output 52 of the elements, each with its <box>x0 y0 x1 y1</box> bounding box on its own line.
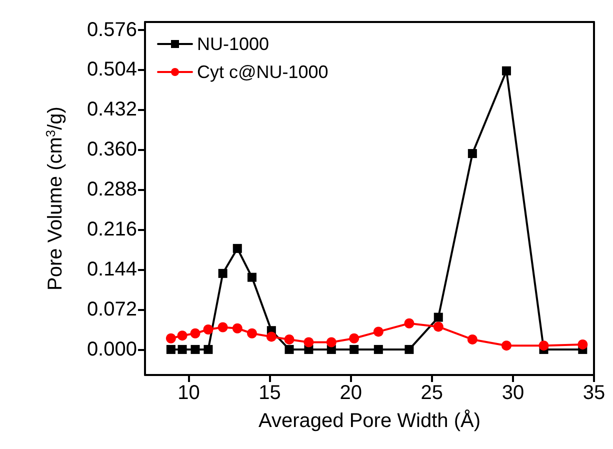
point <box>246 328 257 338</box>
x-tick-label: 10 <box>178 382 200 404</box>
point <box>190 328 200 338</box>
legend-label: NU-1000 <box>197 34 270 54</box>
y-tick-label: 0.000 <box>86 338 137 360</box>
point <box>166 344 176 354</box>
point <box>467 334 478 344</box>
y-tick-label: 0.216 <box>86 218 137 241</box>
legend-label: Cyt c@NU-1000 <box>197 62 328 82</box>
point <box>373 326 384 337</box>
y-tick-label: 0.288 <box>86 178 137 201</box>
point <box>374 344 383 354</box>
x-tick-label: 20 <box>340 382 362 404</box>
point <box>434 312 443 322</box>
point <box>166 333 176 344</box>
point <box>433 322 444 332</box>
point <box>578 339 588 350</box>
point <box>284 334 294 344</box>
point <box>326 337 336 348</box>
y-tick-label: 0.360 <box>86 138 137 161</box>
point <box>304 337 314 348</box>
point <box>468 149 477 158</box>
point <box>203 324 214 334</box>
x-tick-label: 30 <box>502 382 524 404</box>
point <box>350 344 359 354</box>
x-tick-label: 25 <box>420 382 444 404</box>
point <box>266 332 276 342</box>
point <box>404 344 414 354</box>
x-tick-label: 35 <box>582 382 606 404</box>
point <box>190 344 200 354</box>
y-tick-label: 0.576 <box>86 18 137 41</box>
y-axis-title: Pore Volume (cm3/g) <box>43 106 66 290</box>
point <box>247 272 256 282</box>
point <box>349 333 360 344</box>
point <box>177 330 188 341</box>
point <box>178 344 187 354</box>
point <box>284 344 294 354</box>
x-tick-label: 15 <box>258 382 281 404</box>
point <box>218 322 228 332</box>
y-tick-label: 0.504 <box>86 58 137 81</box>
y-tick-label: 0.144 <box>86 258 137 281</box>
point <box>501 340 512 351</box>
y-tick-label: 0.072 <box>86 298 137 321</box>
x-axis-title: Averaged Pore Width (Å) <box>258 409 480 432</box>
point <box>404 318 414 328</box>
point <box>218 268 228 278</box>
point <box>232 323 242 334</box>
point <box>232 244 242 253</box>
y-tick-label: 0.432 <box>86 98 137 121</box>
point <box>204 344 213 354</box>
point <box>538 340 549 351</box>
point <box>502 66 511 76</box>
